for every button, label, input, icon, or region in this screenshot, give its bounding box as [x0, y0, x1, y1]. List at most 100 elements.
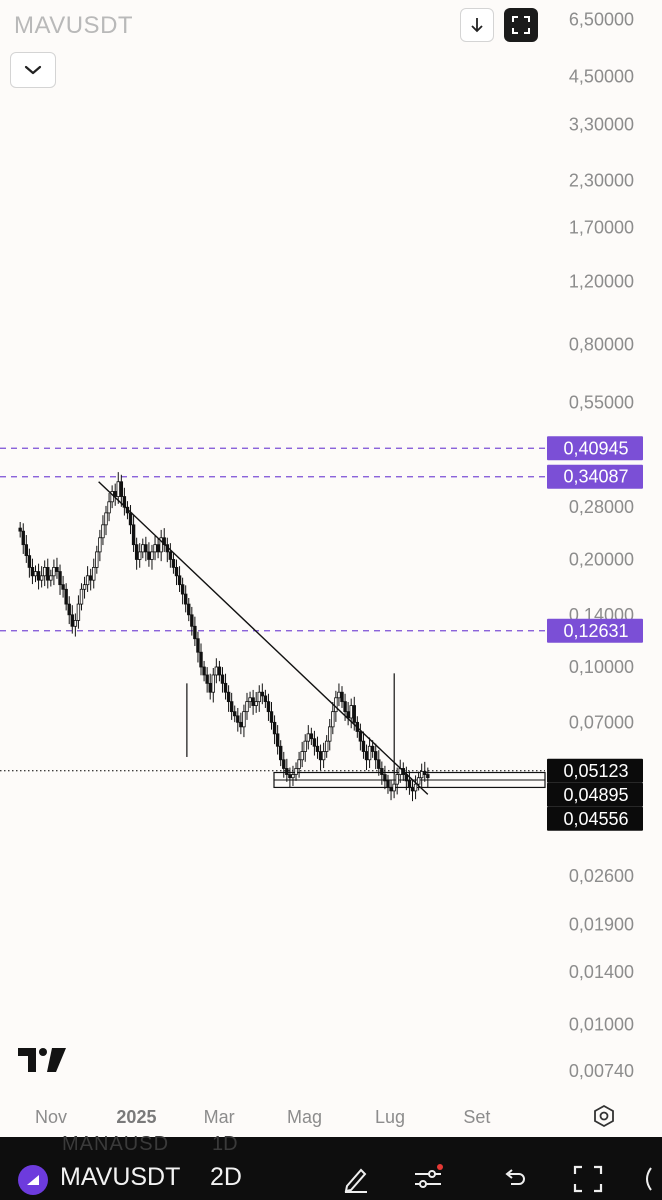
time-tick-label: Nov — [35, 1107, 67, 1127]
edge-icon — [646, 1167, 652, 1191]
candle-body — [187, 603, 191, 616]
price-tick-label: 0,07000 — [569, 712, 634, 732]
candle-body — [266, 701, 271, 713]
candle-body — [85, 575, 90, 586]
download-button[interactable] — [460, 8, 494, 42]
candle-body — [98, 537, 102, 553]
candle-body — [236, 715, 240, 723]
candle-body — [389, 787, 393, 792]
symbol-title: MAVUSDT — [14, 12, 134, 39]
candle — [217, 660, 222, 682]
price-tick-label: 0,20000 — [569, 549, 634, 569]
arrow-down-icon — [471, 18, 483, 33]
undo-button[interactable] — [494, 1159, 534, 1199]
price-level-label-bg — [547, 618, 643, 643]
symbol-selector[interactable]: MAVUSDT — [60, 1163, 181, 1191]
candle — [85, 566, 90, 592]
price-tick-label: 0,00740 — [569, 1061, 634, 1081]
candle — [165, 537, 170, 563]
candle — [266, 693, 271, 721]
candle-body — [392, 783, 396, 792]
pencil-icon — [344, 1168, 367, 1193]
more-tools-edge[interactable] — [636, 1159, 656, 1199]
candle — [70, 605, 74, 634]
candle-body — [220, 674, 225, 684]
candle-body — [340, 691, 344, 703]
candle-body — [306, 733, 310, 742]
price-tick-label: 0,01000 — [569, 1014, 634, 1034]
candle — [24, 535, 29, 563]
price-level-labels: 0,40945 0,34087 0,12631 0,05123 0,04895 0,045… — [547, 436, 643, 831]
candle — [162, 528, 166, 552]
candle — [36, 563, 41, 590]
candle — [141, 538, 145, 559]
candle-body — [153, 544, 157, 553]
undo-icon — [505, 1169, 525, 1185]
candle-body — [183, 593, 188, 605]
candle-body — [79, 588, 84, 605]
candle-body — [260, 691, 265, 697]
candle — [21, 523, 25, 554]
candle-body — [410, 787, 415, 792]
candle-body — [73, 620, 78, 627]
candle-body — [324, 740, 329, 752]
candle — [392, 774, 396, 799]
candle-body — [395, 774, 399, 785]
candle-body — [199, 651, 203, 668]
candle — [410, 780, 415, 802]
candle-body — [150, 551, 154, 560]
candle-body — [263, 695, 268, 703]
candle-body — [300, 751, 304, 761]
fullscreen-button[interactable] — [504, 8, 538, 42]
collapse-legend-button[interactable] — [10, 52, 56, 88]
drawing-tool-button[interactable] — [336, 1159, 376, 1199]
time-tick-label: Lug — [375, 1107, 405, 1127]
candle-body — [223, 682, 228, 693]
candle-body — [49, 575, 53, 581]
candle-body — [419, 771, 424, 779]
candle-body — [214, 666, 219, 676]
candle-body — [134, 544, 139, 560]
candle-body — [61, 584, 65, 590]
candle-body — [159, 537, 163, 553]
candle — [61, 575, 65, 598]
candle-body — [321, 751, 326, 761]
candle — [386, 774, 390, 794]
price-level-label: 0,40945 — [563, 438, 628, 458]
candle-body — [55, 567, 59, 572]
candle-body — [76, 603, 81, 621]
candle-body — [242, 711, 246, 728]
candle-body — [367, 745, 372, 761]
candle-body — [254, 701, 258, 706]
time-tick-label: Set — [463, 1107, 490, 1127]
candle — [318, 744, 323, 771]
candle-body — [147, 551, 151, 560]
candle-body — [82, 584, 87, 590]
candle-body — [119, 481, 124, 497]
candle — [257, 685, 261, 712]
settings-icon[interactable] — [592, 1104, 616, 1133]
price-chart[interactable]: 6,50000 4,50000 3,30000 2,30000 1,70000 1,200… — [0, 0, 662, 1137]
fullscreen-toggle-button[interactable] — [568, 1159, 608, 1199]
candle — [233, 705, 237, 723]
interval-selector[interactable]: 2D — [210, 1163, 242, 1191]
candle-body — [352, 705, 356, 723]
indicators-button[interactable] — [408, 1159, 448, 1199]
candle-body — [180, 584, 185, 595]
candle — [297, 751, 301, 778]
candle — [128, 505, 133, 535]
candle — [82, 576, 87, 599]
candle-body — [318, 751, 323, 761]
candle-body — [36, 571, 41, 581]
candle-body — [190, 614, 194, 627]
candle — [324, 735, 329, 758]
tradingview-logo — [18, 1048, 66, 1077]
candle — [159, 529, 163, 562]
exchange-logo-icon — [18, 1165, 48, 1195]
candle-body — [30, 567, 35, 577]
candle — [303, 734, 307, 762]
candle — [147, 542, 151, 567]
candle-body — [370, 745, 375, 752]
candle — [43, 560, 47, 587]
candle — [196, 631, 200, 663]
